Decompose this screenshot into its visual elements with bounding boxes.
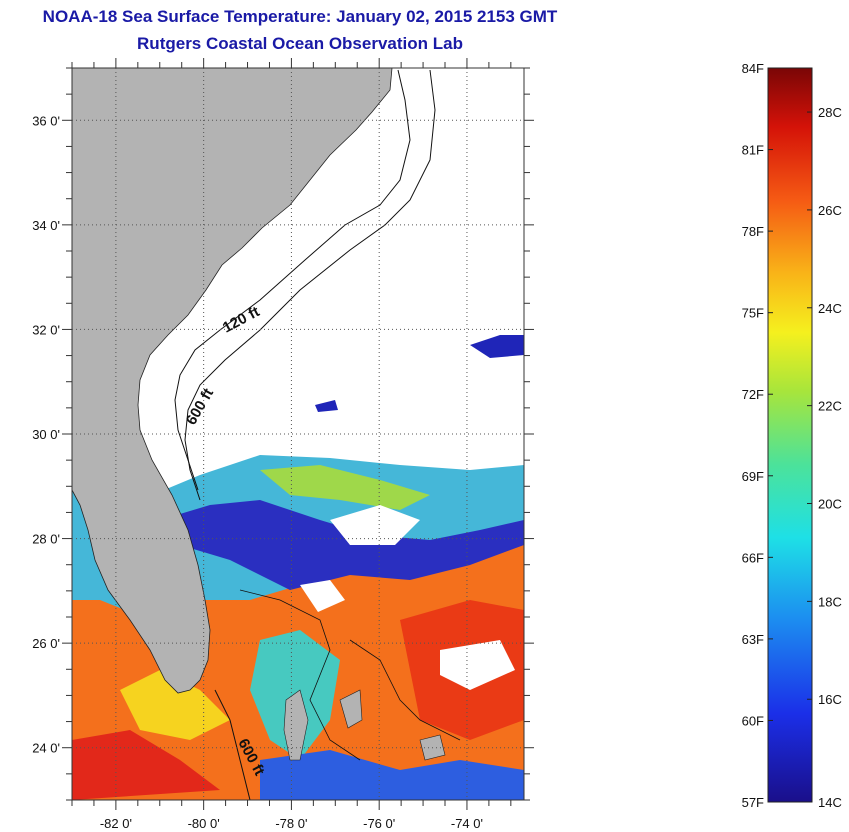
sst-cloud-patches — [300, 505, 515, 690]
colorbar — [767, 67, 813, 803]
colorbar-f-label: 81F — [742, 143, 764, 158]
contour-bahamas-banks — [239, 589, 461, 761]
lat-tick-label: 24 0' — [32, 741, 60, 756]
lat-tick-label: 30 0' — [32, 427, 60, 442]
colorbar-f-label: 57F — [742, 795, 764, 810]
lon-tick-label: -74 0' — [451, 816, 483, 831]
lat-tick-label: 32 0' — [32, 322, 60, 337]
colorbar-c-label: 26C — [818, 203, 842, 218]
sst-blue-strip-south — [260, 750, 524, 800]
lat-tick-label: 26 0' — [32, 636, 60, 651]
colorbar-f-label: 84F — [742, 61, 764, 76]
colorbar-labels: 84F 81F 78F 75F 72F 69F 66F 63F 60F 57F 28C 26C 24C 2… — [742, 61, 842, 810]
lon-tick-label: -76 0' — [363, 816, 395, 831]
sst-yellow-patch — [120, 670, 230, 740]
map-title: NOAA-18 Sea Surface Temperature: January… — [42, 7, 558, 26]
lat-tick-label: 28 0' — [32, 532, 60, 547]
colorbar-c-label: 22C — [818, 399, 842, 414]
colorbar-c-label: 18C — [818, 594, 842, 609]
colorbar-f-label: 69F — [742, 469, 764, 484]
colorbar-f-label: 66F — [742, 550, 764, 565]
axis-tick-labels: -82 0' -80 0' -78 0' -76 0' -74 0' 36 0' 34 0'… — [32, 113, 483, 831]
bahamas-islands — [283, 689, 446, 761]
graticule — [72, 68, 524, 800]
contour-600ft — [184, 69, 436, 501]
colorbar-c-label: 28C — [818, 105, 842, 120]
colorbar-c-label: 20C — [818, 497, 842, 512]
sst-cold-patch-n1 — [470, 335, 524, 358]
lon-tick-label: -78 0' — [275, 816, 307, 831]
lat-tick-label: 36 0' — [32, 113, 60, 128]
sst-cold-patch-n2 — [315, 400, 338, 412]
colorbar-f-label: 63F — [742, 632, 764, 647]
colorbar-ticks — [768, 67, 812, 803]
colorbar-c-label: 24C — [818, 301, 842, 316]
sst-green-patch — [260, 465, 430, 510]
lat-tick-label: 34 0' — [32, 218, 60, 233]
map-subtitle: Rutgers Coastal Ocean Observation Lab — [137, 34, 463, 53]
contour-600ft-south — [214, 689, 251, 800]
colorbar-f-label: 75F — [742, 306, 764, 321]
colorbar-c-label: 14C — [818, 795, 842, 810]
axis-ticks — [62, 58, 534, 810]
map-area — [72, 68, 524, 800]
colorbar-f-label: 78F — [742, 224, 764, 239]
lon-tick-label: -82 0' — [100, 816, 132, 831]
land-mass — [72, 68, 393, 694]
colorbar-c-label: 16C — [818, 692, 842, 707]
colorbar-f-label: 60F — [742, 713, 764, 728]
contour-120ft — [174, 69, 411, 491]
sst-cold-band — [160, 500, 524, 590]
colorbar-f-label: 72F — [742, 387, 764, 402]
lon-tick-label: -80 0' — [188, 816, 220, 831]
